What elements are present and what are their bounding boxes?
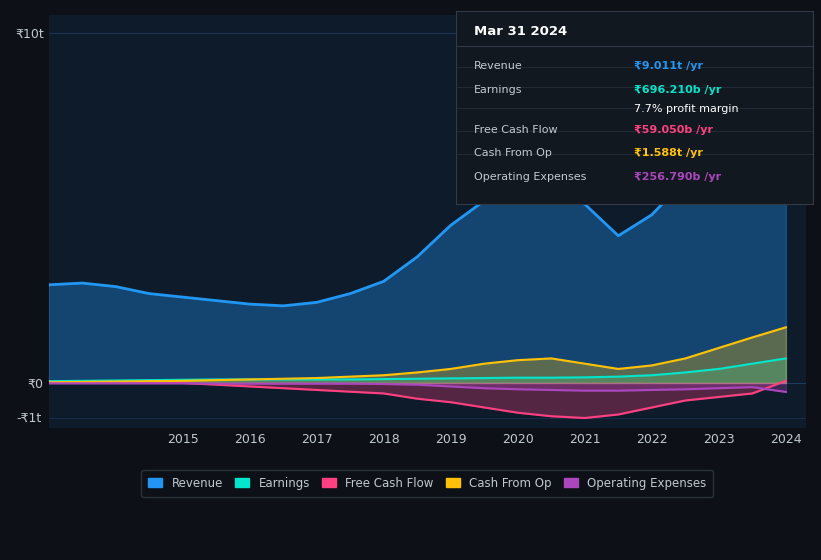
- Text: ₹256.790b /yr: ₹256.790b /yr: [635, 171, 722, 181]
- Text: 7.7% profit margin: 7.7% profit margin: [635, 104, 739, 114]
- Text: Free Cash Flow: Free Cash Flow: [474, 125, 557, 135]
- Text: ₹1.588t /yr: ₹1.588t /yr: [635, 148, 703, 158]
- Text: Mar 31 2024: Mar 31 2024: [474, 25, 566, 38]
- Legend: Revenue, Earnings, Free Cash Flow, Cash From Op, Operating Expenses: Revenue, Earnings, Free Cash Flow, Cash …: [141, 470, 713, 497]
- Text: ₹696.210b /yr: ₹696.210b /yr: [635, 85, 722, 95]
- Text: Cash From Op: Cash From Op: [474, 148, 552, 158]
- Text: ₹59.050b /yr: ₹59.050b /yr: [635, 125, 713, 135]
- Text: Revenue: Revenue: [474, 62, 522, 72]
- Text: Operating Expenses: Operating Expenses: [474, 171, 586, 181]
- Text: Earnings: Earnings: [474, 85, 522, 95]
- Text: ₹9.011t /yr: ₹9.011t /yr: [635, 62, 704, 72]
- Text: -₹1t: -₹1t: [16, 412, 42, 424]
